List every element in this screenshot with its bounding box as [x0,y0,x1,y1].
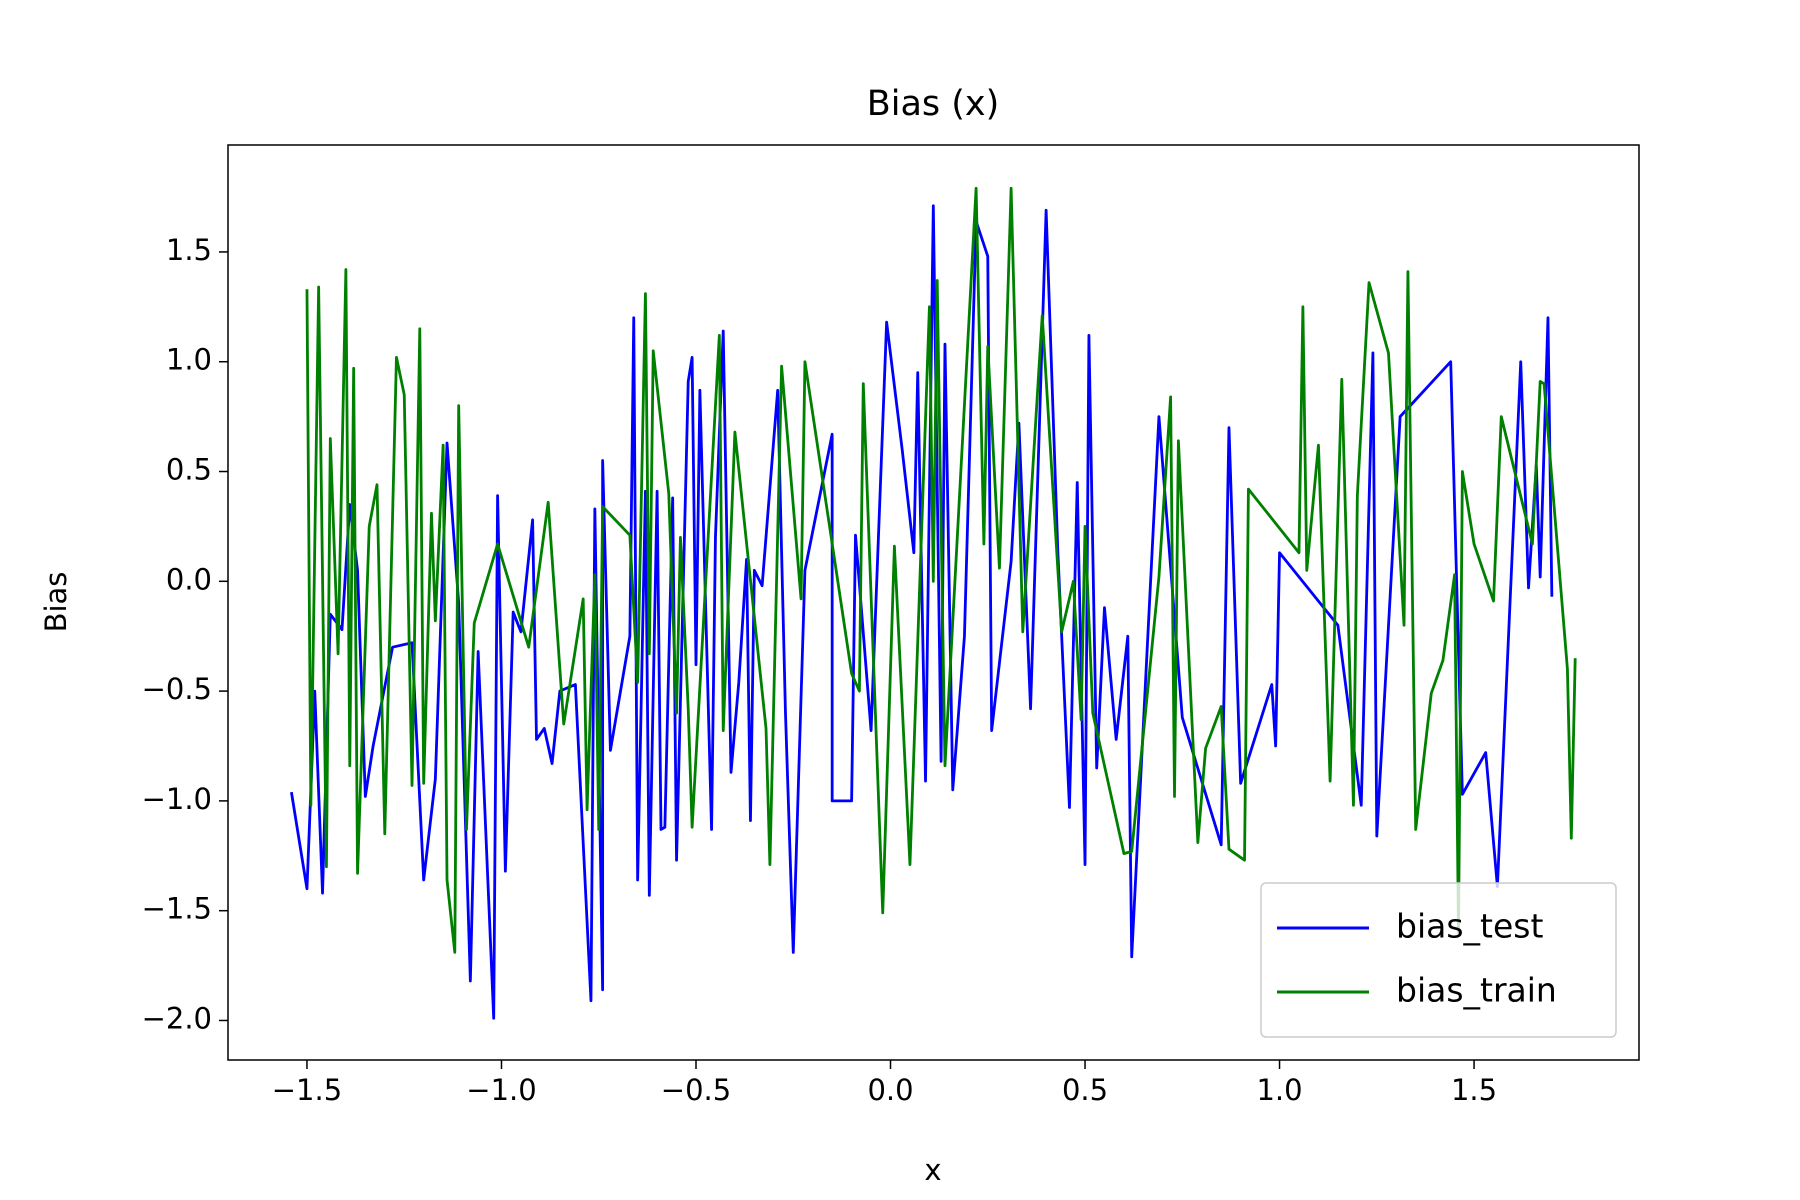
series-line [305,186,1577,954]
y-axis-label: Bias [39,572,73,633]
y-tick-label: 0.0 [166,562,212,596]
y-tick-label: −1.0 [142,782,212,816]
x-tick-label: −1.0 [466,1073,536,1107]
plot-frame [227,144,1640,1061]
series-line [290,204,1554,1020]
y-tick-label: 0.5 [166,453,212,487]
y-tick-label: 1.5 [166,233,212,267]
chart-title: Bias (x) [867,84,1000,124]
x-axis-label: x [924,1153,941,1187]
x-tick-label: 0.0 [867,1073,913,1107]
legend-label: bias_test [1396,907,1543,946]
y-tick-label: 1.0 [166,343,212,377]
legend-label: bias_train [1396,971,1557,1010]
legend-box [1260,882,1617,1038]
x-tick-label: −1.5 [272,1073,342,1107]
x-tick-label: 1.5 [1451,1073,1497,1107]
y-tick-label: −2.0 [142,1001,212,1035]
y-tick-label: −1.5 [142,892,212,926]
x-tick-label: −0.5 [661,1073,731,1107]
x-tick-label: 0.5 [1062,1073,1108,1107]
x-tick-label: 1.0 [1256,1073,1302,1107]
y-tick-label: −0.5 [142,672,212,706]
